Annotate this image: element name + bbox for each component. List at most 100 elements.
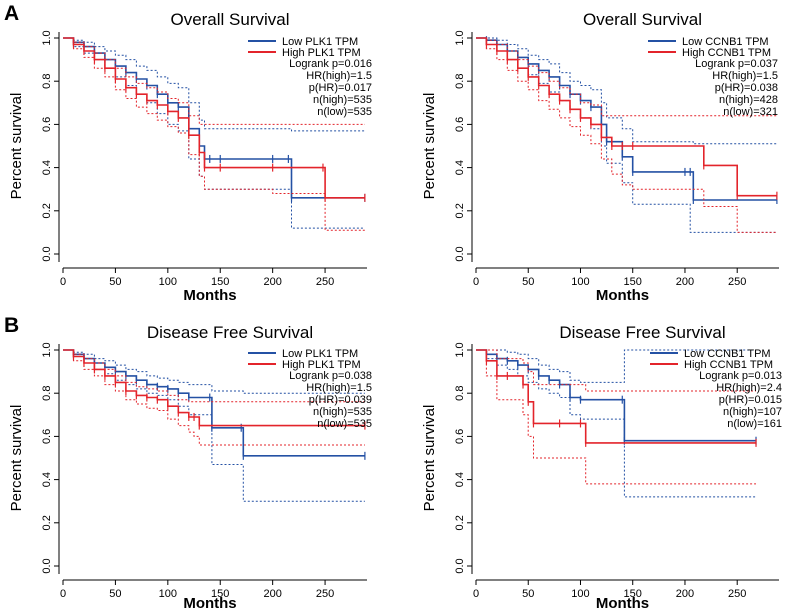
ci-upper-high <box>476 349 756 392</box>
x-tick-label: 0 <box>60 588 66 600</box>
stat-line: HR(high)=1.5 <box>306 70 372 82</box>
chart-title: Disease Free Survival <box>147 323 313 342</box>
y-tick-label: 0.2 <box>454 203 466 218</box>
panel-letter-b: B <box>4 314 20 337</box>
y-tick-label: 0.0 <box>454 558 466 573</box>
stat-line: p(HR)=0.015 <box>719 394 782 406</box>
x-axis-label: Months <box>596 595 649 611</box>
y-tick-label: 0.2 <box>454 515 466 530</box>
y-tick-label: 0.8 <box>454 386 466 401</box>
stat-line: n(high)=428 <box>719 94 778 106</box>
x-tick-label: 150 <box>624 276 642 288</box>
chart-title: Disease Free Survival <box>559 323 725 342</box>
stat-line: Logrank p=0.013 <box>699 370 782 382</box>
y-tick-label: 0.4 <box>41 160 53 175</box>
stat-line: HR(high)=1.5 <box>306 382 372 394</box>
y-tick-label: 0.4 <box>454 160 466 175</box>
survival-curve-high <box>476 37 777 197</box>
y-axis-label: Percent survival <box>8 93 25 200</box>
legend-label: High CCNB1 TPM <box>682 47 771 59</box>
ci-lower-high <box>476 37 777 233</box>
y-axis-label: Percent survival <box>8 405 25 512</box>
y-tick-label: 0.6 <box>41 429 53 444</box>
x-tick-label: 200 <box>263 588 281 600</box>
ci-upper-low <box>476 37 777 145</box>
stat-line: Logrank p=0.037 <box>695 58 778 70</box>
y-tick-label: 1.0 <box>454 342 466 357</box>
x-tick-label: 250 <box>728 588 746 600</box>
y-axis-label: Percent survival <box>421 405 438 512</box>
y-tick-label: 0.8 <box>41 74 53 89</box>
y-tick-label: 0.0 <box>41 558 53 573</box>
x-tick-label: 100 <box>571 276 589 288</box>
stat-line: HR(high)=1.5 <box>712 70 778 82</box>
x-tick-label: 50 <box>109 588 121 600</box>
chart-title: Overall Survival <box>170 10 289 29</box>
x-tick-label: 100 <box>159 588 177 600</box>
ci-upper-high <box>476 37 777 117</box>
x-tick-label: 250 <box>316 276 334 288</box>
stat-line: n(low)=535 <box>317 418 372 430</box>
y-tick-label: 0.8 <box>454 74 466 89</box>
x-tick-label: 50 <box>522 588 534 600</box>
y-tick-label: 0.4 <box>41 472 53 487</box>
y-tick-label: 0.8 <box>41 386 53 401</box>
x-axis-label: Months <box>183 287 236 304</box>
stat-line: p(HR)=0.039 <box>309 394 372 406</box>
y-tick-label: 1.0 <box>41 342 53 357</box>
x-tick-label: 0 <box>60 276 66 288</box>
legend-label: High PLK1 TPM <box>282 47 361 59</box>
legend-label: High CCNB1 TPM <box>684 359 773 371</box>
x-tick-label: 0 <box>473 276 479 288</box>
y-tick-label: 1.0 <box>454 30 466 45</box>
stat-line: n(low)=161 <box>727 418 782 430</box>
x-tick-label: 200 <box>263 276 281 288</box>
ci-lower-high <box>63 37 365 231</box>
stat-line: Logrank p=0.016 <box>289 58 372 70</box>
stat-line: n(high)=535 <box>313 94 372 106</box>
stat-line: p(HR)=0.038 <box>715 82 778 94</box>
x-tick-label: 150 <box>211 588 229 600</box>
y-axis-label: Percent survival <box>421 93 438 200</box>
x-tick-label: 200 <box>676 276 694 288</box>
x-axis-label: Months <box>183 595 236 611</box>
x-tick-label: 50 <box>522 276 534 288</box>
ci-lower-high <box>476 349 756 485</box>
y-tick-label: 0.0 <box>454 246 466 261</box>
stat-line: n(high)=535 <box>313 406 372 418</box>
legend-label: Low CCNB1 TPM <box>684 348 771 360</box>
stat-line: Logrank p=0.038 <box>289 370 372 382</box>
y-tick-label: 0.4 <box>454 472 466 487</box>
chart-title: Overall Survival <box>583 10 702 29</box>
panel-letter-a: A <box>4 2 20 25</box>
x-tick-label: 200 <box>676 588 694 600</box>
stat-line: p(HR)=0.017 <box>309 82 372 94</box>
stat-line: n(low)=321 <box>723 106 778 118</box>
y-tick-label: 0.2 <box>41 203 53 218</box>
survival-curve-high <box>476 349 756 444</box>
y-tick-label: 0.2 <box>41 515 53 530</box>
legend-label: Low CCNB1 TPM <box>682 36 769 48</box>
legend-label: Low PLK1 TPM <box>282 36 358 48</box>
y-tick-label: 1.0 <box>41 30 53 45</box>
x-axis-label: Months <box>596 287 649 304</box>
ci-upper-low <box>63 37 365 132</box>
y-tick-label: 0.6 <box>454 117 466 132</box>
x-tick-label: 0 <box>473 588 479 600</box>
x-tick-label: 50 <box>109 276 121 288</box>
x-tick-label: 250 <box>728 276 746 288</box>
y-tick-label: 0.6 <box>41 117 53 132</box>
x-tick-label: 100 <box>571 588 589 600</box>
stat-line: HR(high)=2.4 <box>716 382 782 394</box>
ci-upper-low <box>476 349 756 383</box>
ci-upper-low <box>63 349 365 394</box>
stat-line: n(low)=535 <box>317 106 372 118</box>
x-tick-label: 150 <box>624 588 642 600</box>
y-tick-label: 0.0 <box>41 246 53 261</box>
stat-line: n(high)=107 <box>723 406 782 418</box>
x-tick-label: 100 <box>159 276 177 288</box>
y-tick-label: 0.6 <box>454 429 466 444</box>
legend-label: Low PLK1 TPM <box>282 348 358 360</box>
